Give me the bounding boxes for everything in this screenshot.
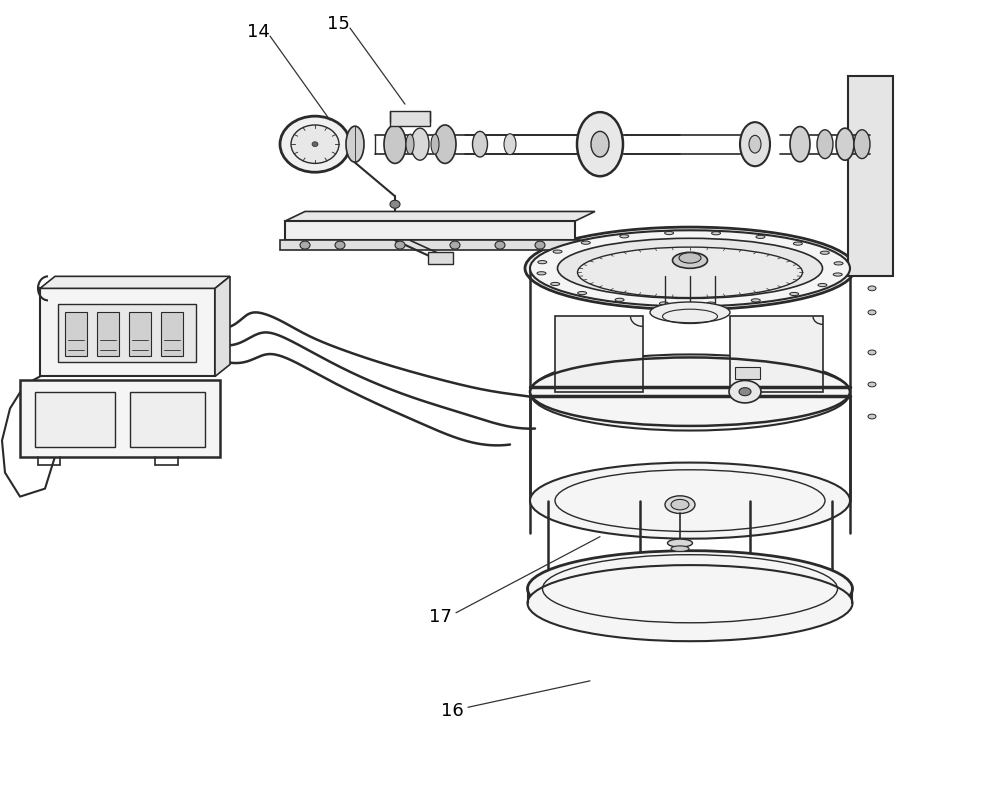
Ellipse shape bbox=[537, 272, 546, 275]
Ellipse shape bbox=[530, 462, 850, 538]
Ellipse shape bbox=[390, 200, 400, 208]
Ellipse shape bbox=[615, 298, 624, 301]
Ellipse shape bbox=[667, 539, 692, 547]
Ellipse shape bbox=[756, 235, 765, 239]
Text: 17: 17 bbox=[429, 608, 451, 626]
Ellipse shape bbox=[411, 128, 429, 160]
Ellipse shape bbox=[868, 350, 876, 355]
Ellipse shape bbox=[868, 310, 876, 315]
Ellipse shape bbox=[530, 230, 850, 306]
Bar bbox=[735, 367, 760, 379]
Ellipse shape bbox=[672, 252, 708, 268]
Bar bbox=[35, 392, 115, 447]
Ellipse shape bbox=[740, 123, 770, 167]
Ellipse shape bbox=[836, 128, 854, 160]
Ellipse shape bbox=[291, 125, 339, 163]
Ellipse shape bbox=[528, 551, 852, 626]
Bar bbox=[428, 252, 453, 264]
Ellipse shape bbox=[790, 127, 810, 162]
Bar bbox=[130, 392, 205, 447]
Ellipse shape bbox=[551, 283, 560, 286]
Ellipse shape bbox=[504, 134, 516, 155]
Ellipse shape bbox=[854, 130, 870, 159]
Text: 16: 16 bbox=[441, 702, 463, 720]
Bar bbox=[40, 288, 215, 376]
Ellipse shape bbox=[525, 227, 855, 309]
Ellipse shape bbox=[528, 566, 852, 641]
Text: 15: 15 bbox=[327, 15, 349, 33]
Ellipse shape bbox=[335, 241, 345, 249]
Ellipse shape bbox=[312, 142, 318, 147]
Ellipse shape bbox=[395, 241, 405, 249]
Ellipse shape bbox=[665, 496, 695, 513]
Bar bbox=[390, 111, 430, 126]
Ellipse shape bbox=[591, 131, 609, 157]
Ellipse shape bbox=[473, 131, 488, 157]
Bar bbox=[555, 316, 643, 392]
Ellipse shape bbox=[868, 382, 876, 387]
Ellipse shape bbox=[751, 299, 760, 302]
Ellipse shape bbox=[431, 134, 439, 155]
Ellipse shape bbox=[679, 252, 701, 263]
Ellipse shape bbox=[578, 248, 802, 298]
Ellipse shape bbox=[712, 231, 721, 235]
Ellipse shape bbox=[833, 273, 842, 276]
Ellipse shape bbox=[820, 251, 829, 254]
Ellipse shape bbox=[659, 302, 668, 305]
Polygon shape bbox=[285, 211, 595, 221]
Bar bbox=[97, 312, 119, 356]
Ellipse shape bbox=[706, 302, 715, 305]
Ellipse shape bbox=[818, 284, 827, 287]
Ellipse shape bbox=[384, 125, 406, 163]
Ellipse shape bbox=[538, 260, 547, 264]
Ellipse shape bbox=[578, 292, 587, 295]
Ellipse shape bbox=[450, 241, 460, 249]
Ellipse shape bbox=[671, 500, 689, 510]
Ellipse shape bbox=[729, 380, 761, 403]
Ellipse shape bbox=[739, 388, 751, 396]
Polygon shape bbox=[215, 276, 230, 376]
Ellipse shape bbox=[793, 242, 802, 245]
Ellipse shape bbox=[553, 250, 562, 253]
Bar bbox=[20, 380, 220, 457]
Bar bbox=[65, 312, 87, 356]
Bar bbox=[285, 221, 575, 240]
Ellipse shape bbox=[620, 235, 629, 238]
Bar bbox=[58, 304, 196, 362]
Ellipse shape bbox=[749, 135, 761, 153]
Bar bbox=[848, 76, 893, 276]
Ellipse shape bbox=[434, 125, 456, 163]
Bar bbox=[129, 312, 151, 356]
Ellipse shape bbox=[650, 302, 730, 323]
Ellipse shape bbox=[581, 241, 590, 244]
Bar bbox=[730, 316, 823, 392]
Ellipse shape bbox=[790, 292, 799, 296]
Text: 14: 14 bbox=[247, 23, 269, 41]
Ellipse shape bbox=[868, 286, 876, 291]
Ellipse shape bbox=[834, 262, 843, 265]
Ellipse shape bbox=[577, 112, 623, 176]
Ellipse shape bbox=[535, 241, 545, 249]
Ellipse shape bbox=[346, 126, 364, 163]
Bar bbox=[280, 240, 580, 250]
Ellipse shape bbox=[406, 134, 414, 155]
Ellipse shape bbox=[558, 238, 822, 298]
Ellipse shape bbox=[665, 231, 674, 235]
Ellipse shape bbox=[300, 241, 310, 249]
Ellipse shape bbox=[817, 130, 833, 159]
Polygon shape bbox=[40, 276, 230, 288]
Ellipse shape bbox=[868, 414, 876, 419]
Ellipse shape bbox=[530, 354, 850, 431]
Ellipse shape bbox=[495, 241, 505, 249]
Ellipse shape bbox=[280, 116, 350, 172]
Ellipse shape bbox=[671, 546, 689, 551]
Bar bbox=[161, 312, 183, 356]
